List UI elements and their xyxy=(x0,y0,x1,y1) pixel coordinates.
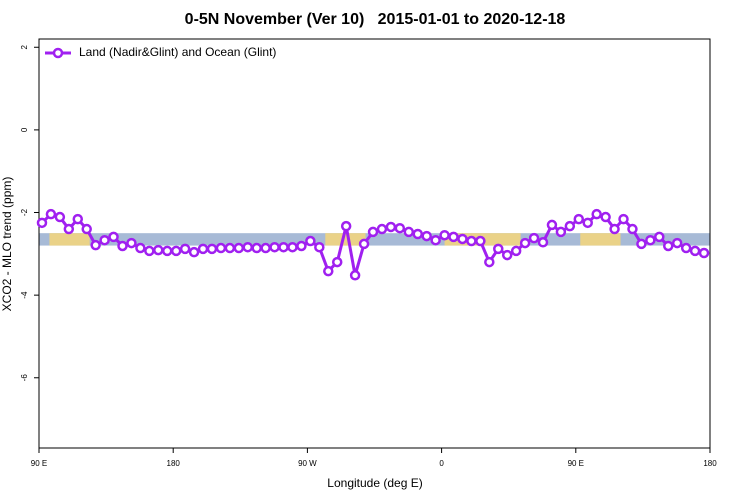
data-point xyxy=(188,246,200,258)
data-point xyxy=(242,241,254,253)
legend-label: Land (Nadir&Glint) and Ocean (Glint) xyxy=(79,45,276,59)
data-point xyxy=(206,243,218,255)
data-point xyxy=(662,240,674,252)
data-point xyxy=(331,256,343,268)
data-point xyxy=(215,242,227,254)
data-point xyxy=(448,231,459,243)
data-point xyxy=(528,232,540,244)
data-point xyxy=(466,235,477,247)
data-point xyxy=(671,237,683,249)
data-point xyxy=(403,226,415,238)
data-point xyxy=(126,237,137,249)
plot-frame xyxy=(38,38,711,449)
data-point xyxy=(269,241,280,253)
x-tick-label: 180 xyxy=(703,459,717,468)
data-point xyxy=(340,220,352,232)
land-segment xyxy=(580,233,621,246)
x-tick-label: 90 E xyxy=(568,459,584,468)
land-segment xyxy=(325,233,366,246)
data-point xyxy=(636,238,647,250)
land-segment xyxy=(49,233,90,246)
data-point xyxy=(45,208,57,220)
data-point xyxy=(323,265,334,277)
data-point xyxy=(153,244,164,256)
data-point xyxy=(314,241,325,253)
data-point xyxy=(296,240,307,252)
data-point xyxy=(582,217,593,229)
data-point xyxy=(546,219,558,231)
data-point xyxy=(645,234,656,246)
data-point xyxy=(54,211,66,223)
y-tick-label: -6 xyxy=(20,374,29,382)
data-point xyxy=(197,243,209,255)
data-point xyxy=(654,231,665,243)
data-point xyxy=(278,241,289,253)
y-tick-label: -4 xyxy=(20,291,29,299)
data-point xyxy=(618,213,629,225)
data-point xyxy=(233,242,245,254)
data-point xyxy=(81,223,92,235)
data-point xyxy=(510,245,522,257)
data-point xyxy=(698,247,710,259)
data-point xyxy=(484,256,495,268)
legend-marker xyxy=(52,47,64,59)
y-tick-label: 2 xyxy=(20,44,29,49)
data-point xyxy=(72,213,84,225)
data-point xyxy=(135,242,146,254)
data-point xyxy=(493,243,504,255)
data-point xyxy=(170,245,182,257)
data-point xyxy=(519,237,531,249)
data-point xyxy=(224,242,236,254)
data-point xyxy=(367,226,379,238)
data-point xyxy=(349,270,361,281)
x-tick-label: 180 xyxy=(167,459,181,468)
data-point xyxy=(376,223,388,235)
data-point xyxy=(260,242,271,254)
data-point xyxy=(680,242,692,254)
data-point xyxy=(430,234,441,246)
data-point xyxy=(627,223,638,235)
x-axis-label: Longitude (deg E) xyxy=(327,476,422,490)
x-tick-label: 0 xyxy=(439,459,444,468)
data-point xyxy=(108,231,119,243)
data-point xyxy=(36,217,48,229)
y-axis-label: XCO2 - MLO trend (ppm) xyxy=(0,177,14,312)
data-point xyxy=(251,242,262,254)
data-point xyxy=(475,235,486,247)
data-point xyxy=(90,239,101,251)
y-tick-label: -2 xyxy=(20,208,29,216)
data-point xyxy=(591,208,602,220)
data-point xyxy=(305,235,316,247)
data-point xyxy=(457,233,468,245)
data-point xyxy=(564,220,576,232)
data-point xyxy=(412,228,423,240)
chart-title: 0-5N November (Ver 10) 2015-01-01 to 202… xyxy=(185,11,566,28)
x-tick-label: 90 E xyxy=(31,459,47,468)
data-point xyxy=(421,230,432,242)
data-point xyxy=(179,243,191,255)
data-point xyxy=(537,237,549,248)
data-point xyxy=(63,223,75,235)
data-point xyxy=(161,245,173,257)
data-point xyxy=(394,222,406,234)
data-point xyxy=(609,223,620,235)
data-point xyxy=(600,211,611,223)
data-point xyxy=(144,245,155,257)
x-tick-label: 90 W xyxy=(298,459,317,468)
data-point xyxy=(117,240,128,252)
data-point xyxy=(555,226,567,238)
data-point xyxy=(573,213,585,225)
y-tick-label: 0 xyxy=(20,127,29,132)
data-point xyxy=(287,241,298,253)
data-point xyxy=(358,238,370,250)
data-point xyxy=(439,229,450,241)
data-point xyxy=(99,234,110,246)
data-point xyxy=(385,221,397,233)
data-point xyxy=(501,249,513,261)
data-point xyxy=(689,245,701,257)
